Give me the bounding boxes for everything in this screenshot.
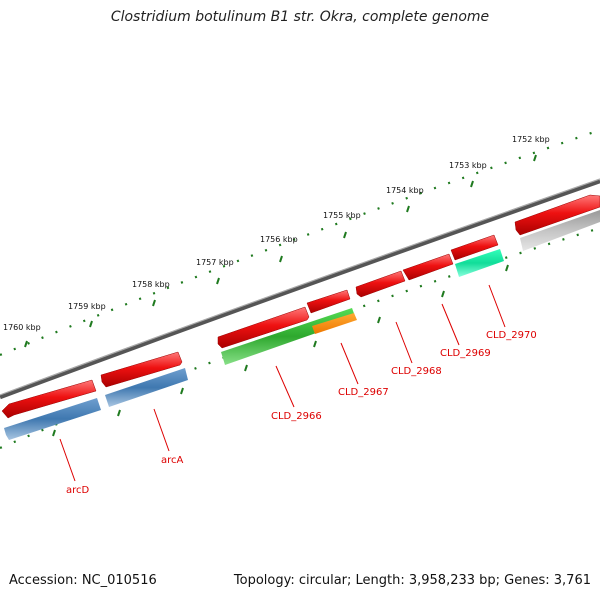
gene-red-arcD	[1, 379, 97, 419]
gene-blue-arcD	[4, 398, 101, 440]
gene-green-CLD_2966	[221, 308, 356, 365]
gene-grey-right	[520, 210, 600, 251]
gene-red-CLD_2969	[402, 253, 454, 281]
ruler-label-1759: 1759 kbp	[68, 302, 106, 311]
map-title: Clostridium botulinum B1 str. Okra, comp…	[110, 9, 490, 25]
gene-label-CLD_2970: CLD_2970	[486, 330, 537, 341]
gene-red-CLD_2970	[450, 234, 499, 261]
gene-red-right	[514, 194, 600, 236]
ruler-label-1758: 1758 kbp	[132, 280, 170, 289]
gene-label-CLD_2967: CLD_2967	[338, 387, 389, 398]
gene-teal-CLD_2970	[455, 249, 504, 277]
forward-genes	[1, 194, 600, 419]
ruler-label-1756: 1756 kbp	[260, 235, 298, 244]
gene-label-arcD: arcD	[66, 485, 90, 496]
gene-label-CLD_2969: CLD_2969	[440, 348, 491, 359]
gene-orange-CLD_2967	[312, 313, 357, 334]
gene-red-CLD_2966	[217, 306, 310, 349]
label-leader-lines	[59, 284, 506, 482]
gene-blue-arcA	[105, 368, 188, 407]
gene-red-CLD_2967	[306, 289, 351, 314]
outer-major-ticks	[24, 154, 537, 348]
secondary-genes	[4, 210, 600, 440]
ruler-label-1754: 1754 kbp	[386, 186, 424, 195]
gene-red-CLD_2968	[355, 270, 406, 298]
ruler-label-1752: 1752 kbp	[512, 135, 550, 144]
gene-red-arcA	[100, 351, 183, 388]
genome-summary-text: Topology: circular; Length: 3,958,233 bp…	[233, 573, 591, 588]
genome-backbone	[0, 178, 600, 400]
inner-major-ticks	[52, 264, 509, 437]
ruler-label-1760: 1760 kbp	[3, 323, 41, 332]
gene-label-CLD_2966: CLD_2966	[271, 411, 322, 422]
ruler-label-1757: 1757 kbp	[196, 258, 234, 267]
accession-text: Accession: NC_010516	[9, 573, 157, 588]
ruler-label-1755: 1755 kbp	[323, 211, 361, 220]
gene-label-arcA: arcA	[161, 455, 184, 466]
ruler-label-1753: 1753 kbp	[449, 161, 487, 170]
gene-label-CLD_2968: CLD_2968	[391, 366, 442, 377]
